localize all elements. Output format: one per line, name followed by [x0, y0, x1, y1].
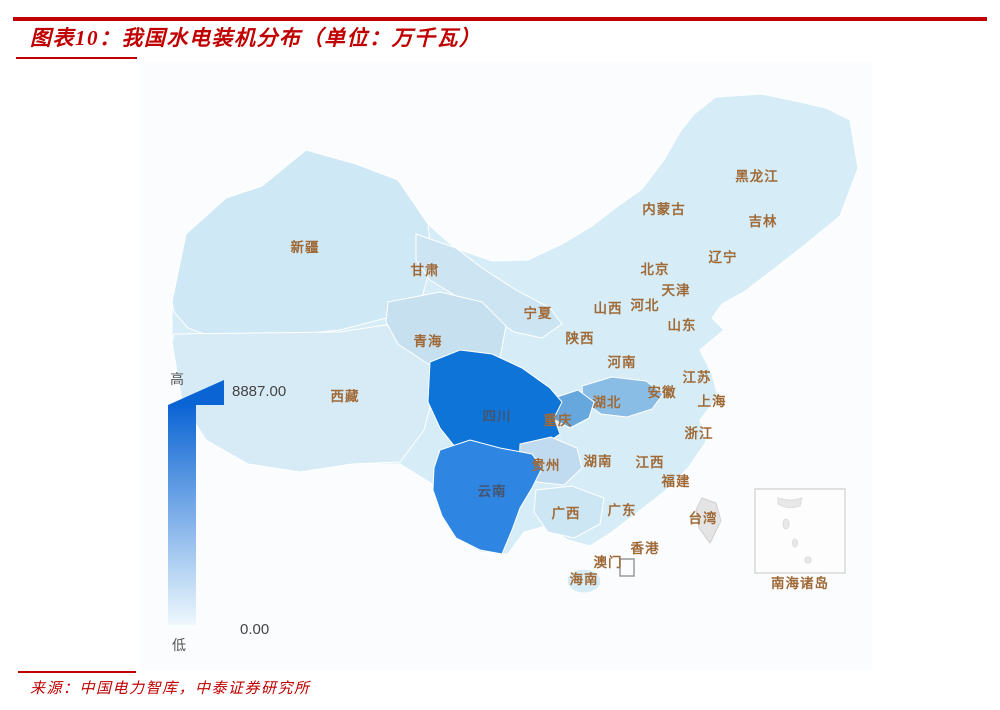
province-label-30[interactable]: 台湾	[689, 510, 718, 526]
province-label-32[interactable]: 澳门	[594, 554, 623, 570]
legend-low-label: 低	[172, 637, 186, 653]
province-label-8[interactable]: 山东	[668, 317, 697, 333]
legend-max-value: 8887.00	[232, 383, 286, 400]
province-shape-taiwan[interactable]	[695, 497, 722, 544]
province-label-24[interactable]: 湖南	[584, 453, 613, 469]
title-top-rule	[13, 17, 987, 21]
province-label-5[interactable]: 天津	[662, 282, 691, 298]
province-label-13[interactable]: 青海	[414, 333, 443, 349]
province-label-26[interactable]: 福建	[661, 473, 691, 489]
legend-max-marker[interactable]	[168, 380, 224, 405]
province-label-2[interactable]: 辽宁	[709, 249, 738, 265]
province-label-29[interactable]: 广东	[608, 502, 637, 518]
south-china-sea-inset	[754, 488, 846, 574]
inset-island-shape	[777, 497, 803, 509]
province-label-20[interactable]: 重庆	[544, 412, 573, 428]
province-label-33[interactable]: 海南	[570, 571, 599, 587]
province-label-15[interactable]: 西藏	[331, 388, 360, 404]
source-rule	[18, 671, 136, 673]
inset-island-shape	[792, 538, 798, 548]
china-hydropower-map: 高 8887.00 0.00 低 黑龙江吉林辽宁 内蒙古北京天津 河北 山西山东 新疆甘…	[140, 62, 872, 670]
legend-high-label: 高	[170, 371, 184, 387]
province-label-4[interactable]: 北京	[641, 261, 670, 277]
province-label-19[interactable]: 四川	[483, 409, 512, 424]
chart-title: 图表10：我国水电装机分布（单位：万千瓦）	[30, 22, 482, 52]
province-label-27[interactable]: 云南	[478, 483, 507, 499]
chart-title-prefix: 图表10：	[30, 26, 122, 50]
province-label-28[interactable]: 广西	[552, 505, 581, 521]
province-label-23[interactable]: 贵州	[532, 457, 561, 473]
province-label-1[interactable]: 吉林	[749, 213, 778, 229]
province-label-12[interactable]: 陕西	[566, 330, 595, 346]
province-shape-guangxi[interactable]	[533, 485, 605, 539]
source-note: 来源：中国电力智库，中泰证券研究所	[30, 681, 311, 697]
legend-gradient-bar[interactable]	[168, 405, 196, 625]
province-shape-sichuan[interactable]	[427, 349, 563, 459]
province-label-34[interactable]: 南海诸岛	[771, 575, 829, 591]
province-label-14[interactable]: 河南	[608, 354, 637, 370]
legend-min-value: 0.00	[240, 621, 269, 638]
province-shape-yunnan[interactable]	[432, 439, 543, 555]
inset-island-shape	[804, 556, 812, 564]
title-underline	[16, 57, 137, 59]
province-label-6[interactable]: 河北	[631, 297, 660, 313]
province-label-21[interactable]: 湖北	[593, 395, 622, 410]
province-label-0[interactable]: 黑龙江	[735, 168, 779, 184]
province-label-16[interactable]: 江苏	[683, 369, 712, 385]
province-label-3[interactable]: 内蒙古	[642, 201, 686, 217]
province-label-10[interactable]: 甘肃	[411, 262, 440, 278]
province-label-25[interactable]: 江西	[636, 454, 665, 470]
province-label-9[interactable]: 新疆	[291, 239, 320, 255]
province-label-22[interactable]: 浙江	[685, 425, 714, 441]
color-scale-legend: 高 8887.00 0.00 低	[168, 371, 286, 653]
province-label-17[interactable]: 安徽	[648, 384, 677, 400]
province-label-7[interactable]: 山西	[594, 301, 623, 316]
chart-title-text: 我国水电装机分布（单位：万千瓦）	[121, 26, 482, 50]
province-shape-hainan[interactable]	[566, 568, 602, 594]
macau-callout-box	[619, 558, 635, 577]
province-label-18[interactable]: 上海	[698, 393, 727, 409]
inset-island-shape	[782, 518, 790, 530]
province-label-31[interactable]: 香港	[630, 540, 660, 556]
province-label-11[interactable]: 宁夏	[524, 305, 553, 321]
province-shape-gansu[interactable]	[415, 233, 563, 339]
